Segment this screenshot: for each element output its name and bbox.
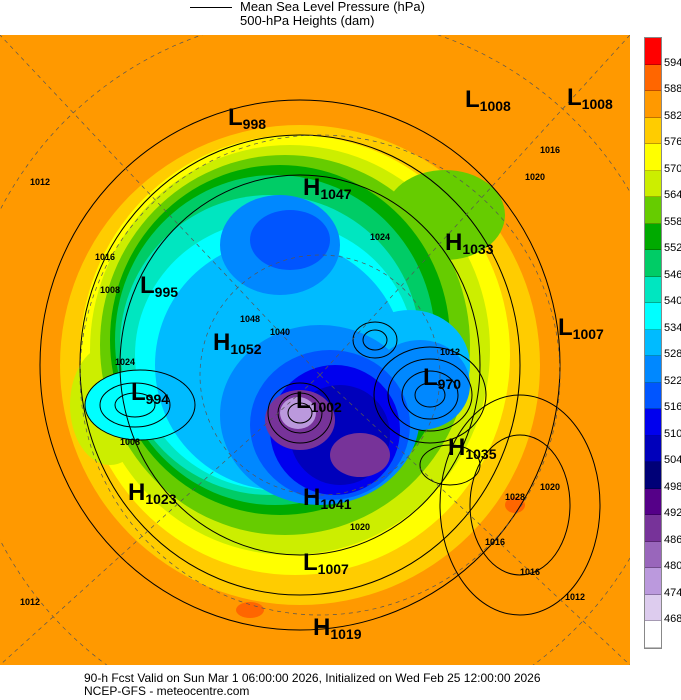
colorbar-label: 516 [664, 401, 681, 413]
colorbar-label: 522 [664, 374, 681, 387]
colorbar-swatch [645, 488, 661, 515]
pressure-center-high: H1041 [303, 484, 352, 512]
colorbar-label: 468 [664, 613, 681, 625]
isobar-label: 1040 [270, 327, 290, 337]
isobar-label: 1012 [565, 592, 585, 602]
colorbar-swatch [645, 435, 661, 462]
colorbar-swatch [645, 356, 661, 383]
pressure-center-low: L1007 [303, 549, 349, 577]
isobar-label: 1020 [540, 482, 560, 492]
isobar-label: 1020 [350, 522, 370, 532]
colorbar-swatch [645, 409, 661, 436]
colorbar-swatch [645, 91, 661, 118]
isobar-label: 1012 [440, 347, 460, 357]
colorbar-swatch [645, 462, 661, 489]
pressure-center-low: L1002 [296, 387, 342, 415]
colorbar-swatch [645, 621, 661, 648]
pressure-center-low: L1007 [558, 314, 604, 342]
colorbar-swatch [645, 144, 661, 171]
legend-heights: 500-hPa Heights (dam) [240, 13, 375, 28]
colorbar-swatch [645, 117, 661, 144]
colorbar-swatch [645, 276, 661, 303]
colorbar-swatch [645, 64, 661, 91]
pressure-center-high: H1047 [303, 174, 352, 202]
isobar-label: 1024 [370, 232, 390, 242]
colorbar-swatch [645, 568, 661, 595]
colorbar-label: 492 [664, 507, 681, 519]
height-fills [60, 125, 540, 618]
isobar-label: 1012 [30, 177, 50, 187]
isobar-label: 1028 [505, 492, 525, 502]
pressure-center-low: L970 [423, 364, 462, 392]
pressure-center-high: H1033 [445, 229, 494, 257]
pressure-center-low: L1008 [465, 86, 511, 114]
isobar-label: 1016 [540, 145, 560, 155]
isobar-label: 1008 [120, 437, 140, 447]
colorbar-swatch [645, 170, 661, 197]
colorbar-label: 504 [664, 454, 681, 466]
isobar-label: 1024 [115, 357, 135, 367]
colorbar-label: 480 [664, 560, 681, 572]
forecast-valid-text: 90-h Fcst Valid on Sun Mar 1 06:00:00 20… [84, 671, 541, 685]
colorbar-label: 552 [664, 242, 681, 254]
isobar-label: 1008 [100, 285, 120, 295]
colorbar-label: 498 [664, 480, 681, 493]
colorbar-label: 486 [664, 533, 681, 546]
isobar-line-sample [190, 7, 232, 8]
colorbar [644, 37, 662, 649]
pressure-center-low: L1008 [567, 84, 613, 112]
isobar-label: 1020 [525, 172, 545, 182]
pressure-center-low: L998 [228, 104, 267, 132]
footer: 90-h Fcst Valid on Sun Mar 1 06:00:00 20… [84, 672, 541, 698]
colorbar-swatch [645, 38, 661, 65]
colorbar-label: 474 [664, 586, 681, 599]
pressure-center-high: H1023 [128, 479, 177, 507]
pressure-center-high: H1035 [448, 434, 497, 462]
colorbar-label: 510 [664, 427, 681, 440]
colorbar-label: 534 [664, 321, 681, 334]
colorbar-swatch [645, 515, 661, 542]
pressure-center-low: L995 [140, 272, 179, 300]
isobar-label: 1016 [485, 537, 505, 547]
colorbar-label: 564 [664, 189, 681, 201]
isobar-label: 1016 [95, 252, 115, 262]
pressure-center-high: H1019 [313, 614, 362, 642]
weather-map: 1008 1012 1016 1020 1024 1028 1040 1048 1012 1016… [0, 35, 630, 665]
colorbar-label: 558 [664, 215, 681, 228]
pressure-center-low: L994 [131, 379, 170, 407]
colorbar-label: 540 [664, 295, 681, 307]
colorbar-label: 546 [664, 268, 681, 281]
colorbar-label: 588 [664, 83, 681, 95]
colorbar-label: 582 [664, 109, 681, 122]
colorbar-swatch [645, 223, 661, 250]
colorbar-swatch [645, 250, 661, 277]
legend-mslp: Mean Sea Level Pressure (hPa) [240, 0, 425, 14]
isobar-label: 1048 [240, 314, 260, 324]
colorbar-swatch [645, 303, 661, 330]
isobar-labels: 1008 1012 1016 1020 1024 1028 1040 1048 1012 1016… [20, 145, 585, 607]
colorbar-label: 576 [664, 136, 681, 148]
colorbar-swatch [645, 541, 661, 568]
source-text: NCEP-GFS - meteocentre.com [84, 684, 250, 698]
colorbar-swatch [645, 594, 661, 621]
colorbar-label: 528 [664, 348, 681, 360]
colorbar-swatch [645, 382, 661, 409]
pressure-center-high: H1052 [213, 329, 262, 357]
colorbar-swatch [645, 329, 661, 356]
isobar-label: 1016 [520, 567, 540, 577]
legend: Mean Sea Level Pressure (hPa) 500-hPa He… [190, 0, 425, 28]
colorbar-label: 570 [664, 162, 681, 175]
graticule [0, 35, 630, 665]
isobar-label: 1012 [20, 597, 40, 607]
colorbar-label: 594 [664, 56, 681, 69]
colorbar-swatch [645, 197, 661, 224]
